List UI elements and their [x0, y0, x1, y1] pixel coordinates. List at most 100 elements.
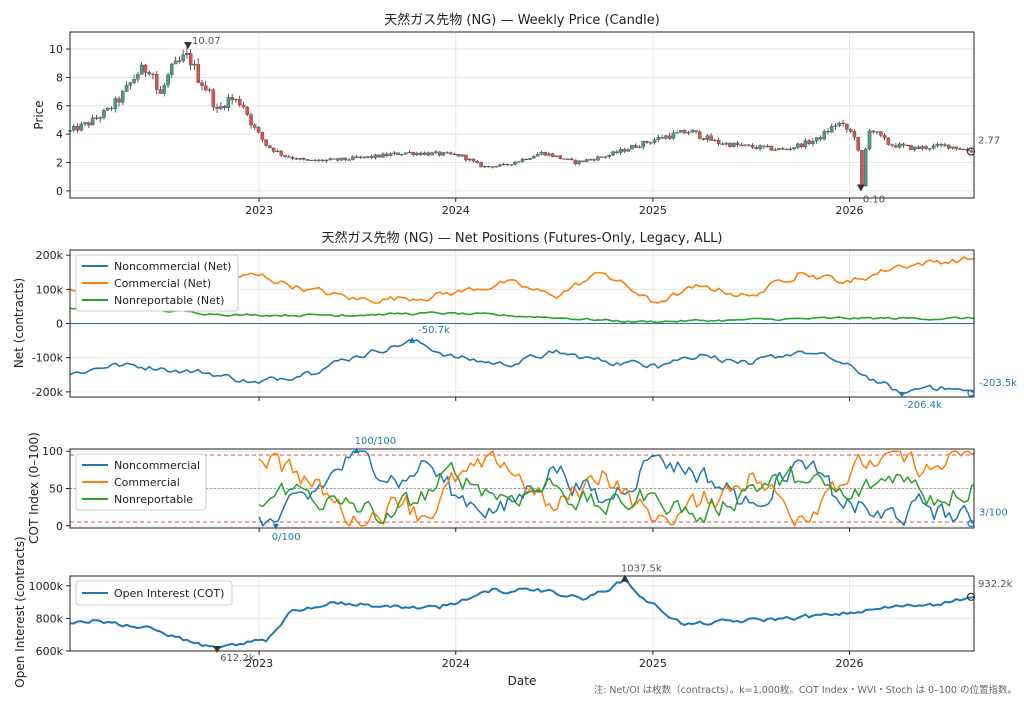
candle-body — [400, 154, 404, 156]
candle-body — [437, 151, 442, 156]
candle-body — [709, 135, 713, 141]
candle-body — [841, 122, 845, 125]
candle-body — [701, 138, 706, 140]
candle-body — [939, 144, 943, 146]
candle-body — [769, 145, 774, 151]
candle-body — [599, 156, 604, 158]
net-x-ticks — [258, 397, 851, 401]
candle-body — [396, 152, 400, 155]
candle-body — [392, 152, 397, 154]
candle-body — [931, 145, 936, 149]
candle-body — [332, 158, 336, 160]
candle-body — [837, 122, 842, 126]
candle-body — [128, 82, 133, 86]
candle-body — [558, 155, 563, 159]
candle-body — [151, 73, 155, 75]
candle-body — [848, 129, 853, 132]
candle-body — [75, 126, 80, 131]
candle-body — [667, 135, 672, 139]
candle-body — [196, 63, 200, 83]
y-tick-label: 10 — [49, 43, 63, 56]
candle-body — [275, 150, 280, 152]
candle-body — [113, 98, 118, 109]
candle-body — [385, 153, 389, 156]
cot-legend: Noncommercial Commercial Nonreportable — [75, 453, 207, 511]
candle-body — [415, 152, 419, 156]
candle-body — [622, 149, 627, 152]
candle-body — [501, 163, 506, 166]
net-legend-box — [75, 254, 239, 312]
candle-body — [807, 140, 811, 145]
candle-body — [498, 164, 502, 167]
candle-body — [294, 158, 299, 160]
candle-body — [958, 148, 962, 150]
candle-body — [354, 156, 359, 158]
candle-body — [916, 146, 921, 149]
candle-body — [550, 153, 555, 157]
candle-body — [154, 73, 159, 90]
candle-body — [185, 53, 189, 56]
candle-body — [562, 158, 566, 160]
candle-body — [894, 145, 898, 148]
candle-body — [486, 166, 491, 168]
candle-body — [811, 140, 815, 145]
y-tick-label: 1000k — [29, 580, 64, 593]
candle-body — [305, 159, 310, 161]
candle-body — [407, 152, 412, 154]
oi-legend: Open Interest (COT) — [75, 580, 233, 606]
candle-body — [87, 122, 91, 126]
candle-body — [592, 159, 596, 161]
net-last-label: -203.5k — [979, 378, 1017, 389]
candle-body — [705, 135, 710, 140]
candle-body — [324, 159, 329, 162]
price-plot-frame — [69, 31, 975, 199]
candle-body — [124, 85, 129, 92]
candle-body — [532, 156, 536, 159]
candle-body — [268, 145, 272, 149]
candle-body — [475, 160, 480, 163]
candle-body — [969, 150, 974, 153]
candle-body — [339, 157, 344, 161]
net-chart-title: 天然ガス先物 (NG) — Net Positions (Futures-Onl… — [322, 230, 723, 246]
candle-body — [505, 163, 510, 166]
candle-body — [652, 139, 657, 143]
candle-body — [320, 159, 325, 162]
candle-body — [260, 131, 265, 140]
candle-body — [256, 127, 261, 133]
oi-high-label: 1037.5k — [621, 564, 662, 575]
candle-body — [581, 160, 585, 162]
y-tick-label: 600k — [36, 645, 64, 658]
candle-body — [863, 148, 868, 187]
candle-body — [728, 142, 732, 147]
oi-y-ticks: 600k 800k 1000k — [29, 580, 70, 658]
candle-body — [750, 145, 755, 148]
candle-body — [596, 156, 600, 161]
candle-body — [460, 154, 464, 157]
y-tick-label: -200k — [32, 386, 64, 399]
candle-body — [905, 145, 909, 147]
candle-body — [188, 53, 193, 66]
candle-body — [302, 158, 306, 160]
candle-body — [143, 64, 148, 73]
candle-body — [735, 142, 740, 146]
cot-y-ticks: 0 50 100 — [42, 445, 70, 533]
net-legend: Noncommercial (Net) Commercial (Net) Non… — [75, 254, 239, 312]
net-line-noncommercial — [69, 339, 975, 395]
candle-body — [694, 130, 698, 132]
y-tick-label: 100k — [36, 283, 64, 296]
candle-body — [611, 151, 615, 156]
candle-body — [132, 79, 136, 83]
candle-body — [762, 145, 766, 148]
candle-body — [686, 132, 691, 134]
oi-legend-label: Open Interest (COT) — [114, 587, 224, 600]
candle-body — [490, 166, 495, 168]
oi-legend-box — [75, 580, 233, 606]
x-axis-label: Date — [508, 674, 537, 688]
cot-annotations: 100/100 0/100 3/100 — [272, 436, 1008, 543]
candle-body — [773, 149, 777, 151]
y-tick-label: 0 — [56, 318, 63, 331]
x-tick-label: 2026 — [836, 204, 864, 217]
candle-body — [924, 146, 928, 149]
net-high-marker — [409, 336, 416, 343]
cot-lines — [70, 450, 975, 527]
